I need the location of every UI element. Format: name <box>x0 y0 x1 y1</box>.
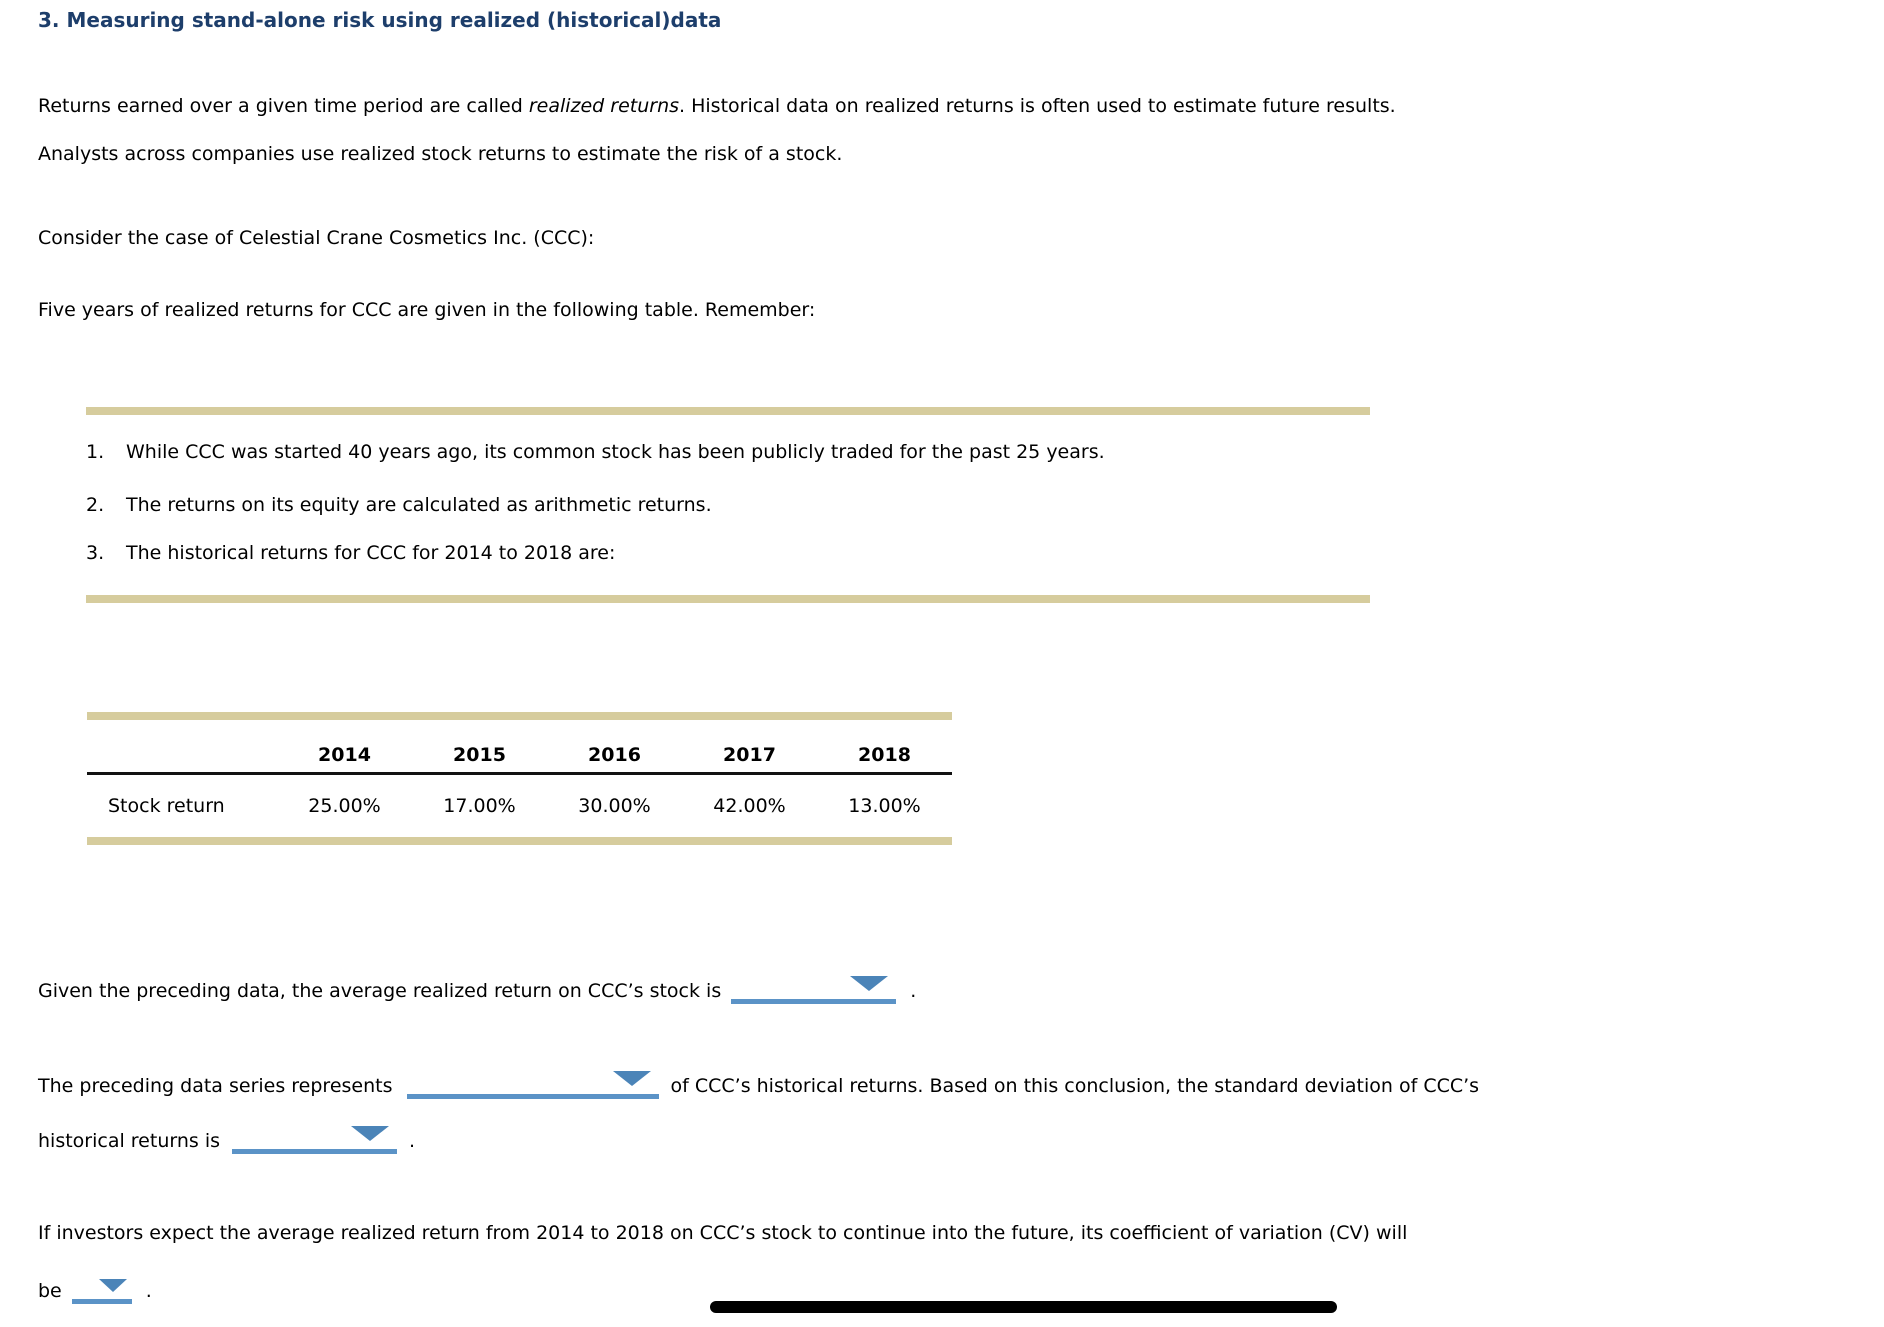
list-item: 1. While CCC was started 40 years ago, it… <box>86 441 1105 464</box>
dropdown-caret-icon <box>98 1279 127 1292</box>
remember-box: 1. While CCC was started 40 years ago, it… <box>86 407 1370 603</box>
table-header-row: 2014 2015 2016 2017 2018 <box>87 720 952 772</box>
case-line: Consider the case of Celestial Crane Cos… <box>38 227 595 249</box>
intro-line-1-italic: realized returns <box>528 95 680 117</box>
list-item-text: The historical returns for CCC for 2014 … <box>126 542 616 564</box>
question-text: be <box>38 1280 62 1302</box>
question-text: historical returns is <box>38 1130 221 1152</box>
table-top-accent-bar <box>87 712 952 720</box>
question-data-series-line-1: The preceding data series represents of C… <box>38 1071 1480 1099</box>
table-row: Stock return 25.00% 17.00% 30.00% 42.00%… <box>87 775 952 837</box>
list-item: 3. The historical returns for CCC for 201… <box>86 542 615 565</box>
dropdown-caret-icon <box>850 976 889 991</box>
remember-box-bottom-accent-bar <box>86 595 1370 603</box>
intro-line-1-pre: Returns earned over a given time period … <box>38 95 529 117</box>
dropdown-caret-icon <box>351 1126 390 1141</box>
table-value: 17.00% <box>443 795 516 817</box>
table-header-year: 2017 <box>723 744 776 766</box>
table-row-label: Stock return <box>108 795 225 817</box>
question-text: Given the preceding data, the average re… <box>38 980 722 1002</box>
list-item: 2. The returns on its equity are calculat… <box>86 494 712 517</box>
list-item-number: 1. <box>86 441 105 463</box>
table-header-year: 2014 <box>318 744 371 766</box>
remember-box-top-accent-bar <box>86 407 1370 415</box>
table-bottom-accent-bar <box>87 837 952 845</box>
dropdown-caret-icon <box>612 1071 651 1086</box>
list-item-text: While CCC was started 40 years ago, its … <box>126 441 1105 463</box>
question-text: of CCC’s historical returns. Based on th… <box>670 1075 1480 1097</box>
average-return-dropdown[interactable] <box>731 976 897 1004</box>
data-series-dropdown[interactable] <box>406 1071 659 1099</box>
table-header-year: 2015 <box>453 744 506 766</box>
table-value: 25.00% <box>308 795 381 817</box>
intro-line-2: Analysts across companies use realized s… <box>38 143 843 165</box>
returns-table: 2014 2015 2016 2017 2018 Stock return 25… <box>87 712 952 845</box>
table-value: 30.00% <box>578 795 651 817</box>
table-value: 13.00% <box>848 795 921 817</box>
question-text-period: . <box>409 1130 416 1152</box>
question-data-series-line-2: historical returns is. <box>38 1126 416 1154</box>
intro-line-1-post: . Historical data on realized returns is… <box>679 95 1396 117</box>
question-average-return: Given the preceding data, the average re… <box>38 976 917 1004</box>
table-header-year: 2016 <box>588 744 641 766</box>
question-text: The preceding data series represents <box>38 1075 393 1097</box>
question-cv-line-1: If investors expect the average realized… <box>38 1222 1408 1244</box>
intro-line-1: Returns earned over a given time period … <box>38 95 1396 118</box>
list-item-number: 3. <box>86 542 105 564</box>
problem-title: 3. Measuring stand-alone risk using real… <box>38 8 722 32</box>
question-cv-line-2: be. <box>38 1279 152 1304</box>
question-text-period: . <box>145 1280 152 1302</box>
standard-deviation-dropdown[interactable] <box>232 1126 398 1154</box>
question-text-period: . <box>910 980 917 1002</box>
table-header-year: 2018 <box>858 744 911 766</box>
list-item-number: 2. <box>86 494 105 516</box>
table-value: 42.00% <box>713 795 786 817</box>
coefficient-of-variation-dropdown[interactable] <box>71 1279 132 1304</box>
list-item-text: The returns on its equity are calculated… <box>126 494 712 516</box>
table-intro-line: Five years of realized returns for CCC a… <box>38 299 816 321</box>
table-header-rule <box>87 772 952 775</box>
bottom-divider-bar <box>710 1301 1337 1313</box>
